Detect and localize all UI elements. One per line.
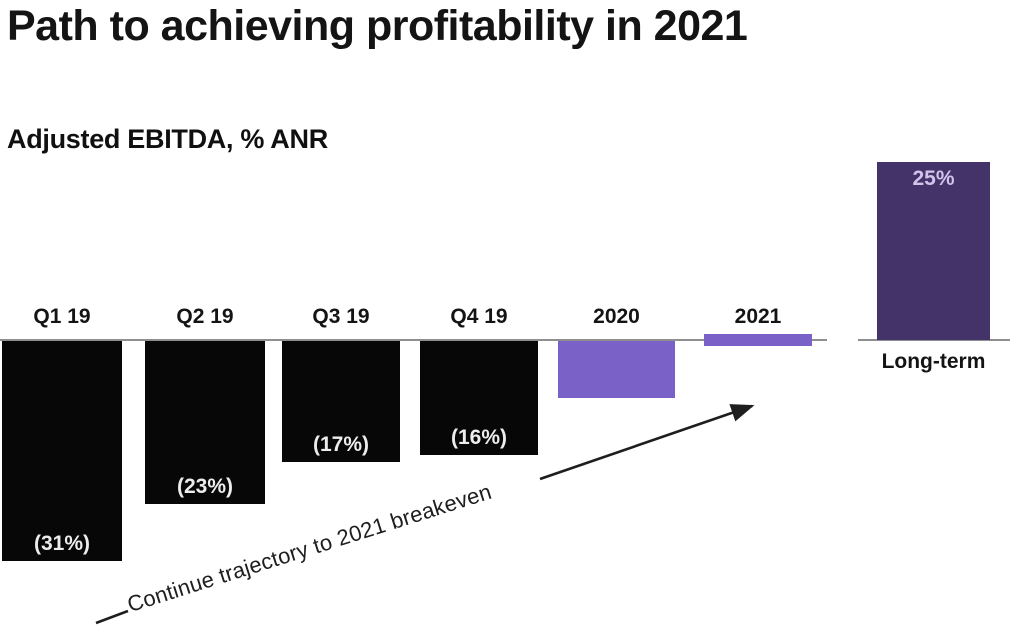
bar-q3-19: (17%) — [282, 341, 400, 462]
category-label-long-term: Long-term — [881, 350, 986, 373]
category-label-2020: 2020 — [593, 305, 640, 328]
category-label-q3-19: Q3 19 — [312, 305, 370, 328]
category-label-q2-19: Q2 19 — [176, 305, 234, 328]
bar-value-label: (31%) — [33, 532, 91, 555]
bar-q1-19: (31%) — [2, 341, 122, 561]
chart-subtitle: Adjusted EBITDA, % ANR — [7, 124, 328, 154]
x-axis-line — [0, 339, 827, 341]
category-label-2021: 2021 — [734, 305, 782, 328]
annotation-leading-dash — [95, 609, 129, 625]
bar-value-label: (17%) — [312, 433, 370, 456]
bar-2021 — [704, 334, 812, 346]
bar-2020 — [558, 341, 675, 398]
annotation-arrow-line — [539, 404, 755, 481]
bar-long-term: 25% — [877, 162, 990, 340]
bar-q4-19: (16%) — [420, 341, 538, 455]
category-label-q4-19: Q4 19 — [450, 305, 508, 328]
page-title: Path to achieving profitability in 2021 — [7, 2, 748, 50]
longterm-axis-line — [858, 339, 1010, 341]
category-label-q1-19: Q1 19 — [33, 305, 91, 328]
bar-value-label: (23%) — [176, 475, 234, 498]
bar-q2-19: (23%) — [145, 341, 265, 504]
bar-value-label: 25% — [912, 167, 955, 190]
bar-value-label: (16%) — [450, 426, 508, 449]
